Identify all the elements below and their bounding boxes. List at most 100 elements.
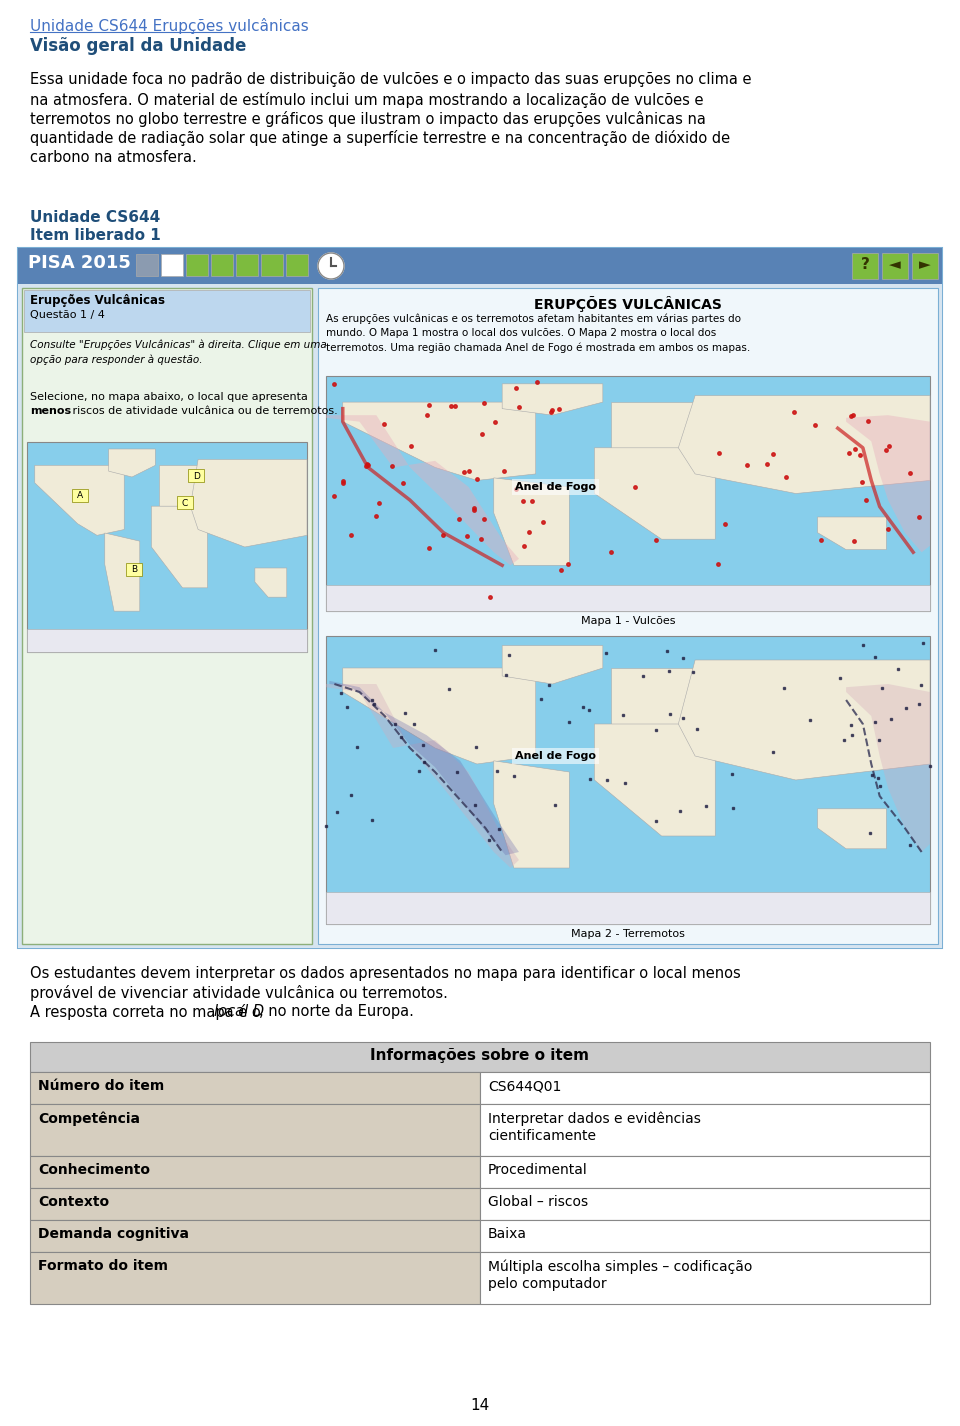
Polygon shape	[818, 809, 886, 848]
Text: Questão 1 / 4: Questão 1 / 4	[30, 309, 105, 319]
Text: ◄: ◄	[889, 257, 900, 272]
Bar	[30, 1252, 480, 1303]
Text: Erupções Vulcânicas: Erupções Vulcânicas	[30, 294, 165, 307]
Polygon shape	[329, 680, 519, 856]
Text: Os estudantes devem interpretar os dados apresentados no mapa para identificar o: Os estudantes devem interpretar os dados…	[30, 965, 741, 981]
Polygon shape	[159, 465, 198, 506]
Circle shape	[318, 252, 344, 279]
Text: Informações sobre o item: Informações sobre o item	[371, 1048, 589, 1062]
Polygon shape	[493, 478, 569, 565]
Text: C: C	[181, 499, 188, 508]
Text: Item liberado 1: Item liberado 1	[30, 228, 160, 242]
Text: Unidade CS644: Unidade CS644	[30, 210, 160, 225]
Bar	[18, 248, 942, 284]
Polygon shape	[502, 646, 603, 684]
Text: PISA 2015: PISA 2015	[28, 254, 131, 272]
Polygon shape	[594, 448, 715, 539]
Polygon shape	[612, 667, 695, 724]
Polygon shape	[679, 395, 930, 493]
Text: Unidade CS644 Erupções vulcânicas: Unidade CS644 Erupções vulcânicas	[30, 19, 309, 34]
Polygon shape	[27, 629, 307, 652]
Text: cientificamente: cientificamente	[488, 1129, 596, 1144]
Bar	[18, 284, 942, 948]
Text: Procedimental: Procedimental	[488, 1164, 588, 1176]
Bar	[30, 1221, 480, 1252]
Bar	[261, 254, 283, 277]
Text: Número do item: Número do item	[38, 1079, 164, 1092]
Text: local D: local D	[214, 1004, 265, 1020]
Text: ►: ►	[919, 257, 931, 272]
Polygon shape	[612, 402, 695, 448]
Bar	[912, 252, 938, 279]
Text: Múltipla escolha simples – codificação: Múltipla escolha simples – codificação	[488, 1259, 753, 1273]
Bar	[286, 254, 308, 277]
Text: Competência: Competência	[38, 1111, 140, 1125]
Bar	[72, 489, 87, 502]
Polygon shape	[35, 465, 124, 535]
Bar	[30, 1156, 480, 1188]
Bar	[480, 1188, 930, 1221]
Bar	[326, 636, 930, 924]
Text: na atmosfera. O material de estímulo inclui um mapa mostrando a localização de v: na atmosfera. O material de estímulo inc…	[30, 91, 704, 107]
Bar	[30, 1104, 480, 1156]
Text: Contexto: Contexto	[38, 1195, 109, 1209]
Bar	[852, 252, 878, 279]
Bar	[236, 254, 258, 277]
Text: Mapa 1 - Vulcões: Mapa 1 - Vulcões	[581, 616, 675, 626]
Bar	[480, 1221, 930, 1252]
Polygon shape	[105, 533, 140, 612]
Polygon shape	[343, 402, 536, 481]
Bar	[480, 1252, 930, 1303]
Bar	[22, 288, 312, 944]
Polygon shape	[190, 459, 307, 548]
Text: CS644Q01: CS644Q01	[488, 1079, 562, 1092]
Polygon shape	[594, 724, 715, 836]
Text: A: A	[77, 492, 83, 501]
Text: Conhecimento: Conhecimento	[38, 1164, 150, 1176]
Text: Essa unidade foca no padrão de distribuição de vulcões e o impacto das suas erup: Essa unidade foca no padrão de distribui…	[30, 71, 752, 87]
Text: Anel de Fogo: Anel de Fogo	[515, 752, 596, 761]
Polygon shape	[493, 761, 569, 868]
Text: , no norte da Europa.: , no norte da Europa.	[259, 1004, 414, 1020]
Polygon shape	[326, 585, 930, 610]
Bar	[136, 254, 158, 277]
Polygon shape	[255, 568, 287, 597]
Text: Mapa 2 - Terremotos: Mapa 2 - Terremotos	[571, 928, 684, 938]
Bar	[480, 1072, 930, 1104]
Text: quantidade de radiação solar que atinge a superfície terrestre e na concentração: quantidade de radiação solar que atinge …	[30, 131, 731, 147]
Text: menos: menos	[30, 406, 71, 416]
Text: Anel de Fogo: Anel de Fogo	[515, 482, 596, 492]
Bar	[882, 252, 908, 279]
Text: pelo computador: pelo computador	[488, 1278, 607, 1291]
Bar	[188, 469, 204, 482]
Bar	[18, 248, 942, 948]
Polygon shape	[326, 684, 519, 868]
Polygon shape	[343, 667, 536, 764]
Text: Selecione, no mapa abaixo, o local que apresenta: Selecione, no mapa abaixo, o local que a…	[30, 392, 311, 402]
Text: As erupções vulcânicas e os terremotos afetam habitantes em várias partes do
mun: As erupções vulcânicas e os terremotos a…	[326, 314, 751, 354]
Text: Global – riscos: Global – riscos	[488, 1195, 588, 1209]
Polygon shape	[108, 449, 156, 478]
Text: Formato do item: Formato do item	[38, 1259, 168, 1273]
Text: Visão geral da Unidade: Visão geral da Unidade	[30, 37, 247, 56]
Text: ?: ?	[860, 257, 870, 272]
Bar	[186, 254, 208, 277]
Polygon shape	[679, 660, 930, 780]
Text: Demanda cognitiva: Demanda cognitiva	[38, 1226, 189, 1241]
Text: provável de vivenciar atividade vulcânica ou terremotos.: provável de vivenciar atividade vulcânic…	[30, 985, 448, 1001]
Bar	[30, 1072, 480, 1104]
Bar	[30, 1188, 480, 1221]
Polygon shape	[846, 415, 930, 552]
Text: ERUPÇÕES VULCÂNICAS: ERUPÇÕES VULCÂNICAS	[534, 297, 722, 312]
Bar	[27, 442, 307, 652]
Polygon shape	[326, 415, 519, 565]
Bar	[480, 1104, 930, 1156]
Bar	[161, 254, 183, 277]
Text: terremotos no globo terrestre e gráficos que ilustram o impacto das erupções vul: terremotos no globo terrestre e gráficos…	[30, 111, 706, 127]
Text: 14: 14	[470, 1397, 490, 1413]
Bar	[211, 254, 233, 277]
Polygon shape	[326, 893, 930, 924]
Polygon shape	[818, 518, 886, 549]
Text: Interpretar dados e evidências: Interpretar dados e evidências	[488, 1111, 701, 1125]
Text: Consulte "Erupções Vulcânicas" à direita. Clique em uma
opção para responder à q: Consulte "Erupções Vulcânicas" à direita…	[30, 339, 326, 365]
